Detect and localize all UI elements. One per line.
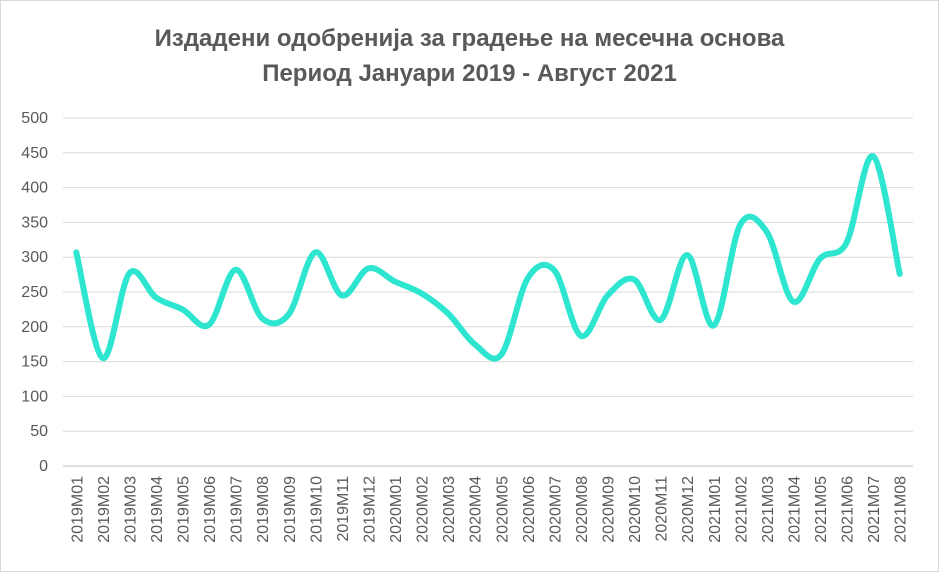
x-tick-label: 2019M04 — [149, 476, 166, 543]
series-layer — [73, 153, 903, 362]
x-tick-label: 2019M10 — [308, 476, 325, 543]
x-tick-label: 2019M12 — [361, 476, 378, 543]
y-axis-ticks: 0 50 100 150 200 250 300 350 400 450 500 — [21, 110, 48, 475]
data-point — [100, 355, 106, 361]
x-tick-label: 2021M01 — [707, 476, 724, 543]
data-point — [578, 333, 584, 339]
x-tick-label: 2021M08 — [893, 476, 910, 543]
data-point — [286, 311, 292, 317]
data-point — [897, 271, 903, 277]
data-point — [498, 352, 504, 358]
x-tick-label: 2019M02 — [96, 476, 113, 543]
y-tick-label: 350 — [21, 214, 48, 231]
data-point — [180, 306, 186, 312]
y-tick-label: 300 — [21, 249, 48, 266]
data-point — [73, 249, 79, 255]
y-tick-label: 250 — [21, 284, 48, 301]
x-tick-label: 2021M02 — [733, 476, 750, 543]
data-point — [312, 249, 318, 255]
x-tick-label: 2020M11 — [654, 476, 671, 542]
x-tick-label: 2021M05 — [813, 476, 830, 543]
data-point — [472, 341, 478, 347]
data-point — [844, 240, 850, 246]
x-tick-label: 2019M06 — [202, 476, 219, 543]
x-tick-label: 2019M09 — [282, 476, 299, 543]
data-point — [365, 265, 371, 271]
chart-title: Издадени одобренија за градење на месечн… — [154, 25, 785, 52]
x-tick-label: 2019M11 — [335, 476, 352, 542]
x-tick-label: 2021M07 — [866, 476, 883, 543]
x-tick-label: 2019M05 — [176, 476, 193, 543]
x-tick-label: 2020M08 — [574, 476, 591, 543]
data-point — [419, 290, 425, 296]
data-point — [551, 267, 557, 273]
x-tick-label: 2020M07 — [547, 476, 564, 543]
x-tick-label: 2020M05 — [494, 476, 511, 543]
chart-subtitle: Период Јануари 2019 - Август 2021 — [262, 60, 677, 87]
data-point — [817, 256, 823, 262]
data-point — [339, 292, 345, 298]
data-point — [711, 322, 717, 328]
data-point — [233, 267, 239, 273]
data-point — [737, 221, 743, 227]
data-point — [870, 153, 876, 159]
data-point — [206, 322, 212, 328]
data-point — [445, 311, 451, 317]
x-tick-label: 2020M02 — [415, 476, 432, 543]
data-point — [631, 276, 637, 282]
data-point — [605, 292, 611, 298]
x-tick-label: 2019M07 — [229, 476, 246, 543]
data-point — [658, 317, 664, 323]
data-point — [153, 295, 159, 301]
data-point — [790, 299, 796, 305]
data-point — [684, 252, 690, 258]
y-tick-label: 100 — [21, 388, 48, 405]
x-tick-label: 2021M06 — [840, 476, 857, 543]
data-point — [525, 275, 531, 281]
y-tick-label: 50 — [30, 423, 48, 440]
y-tick-label: 200 — [21, 319, 48, 336]
y-tick-label: 400 — [21, 180, 48, 197]
x-axis-ticks: 2019M01 2019M02 2019M03 2019M04 2019M05 2019M… — [69, 476, 909, 543]
data-point — [126, 270, 132, 276]
x-tick-label: 2020M04 — [468, 476, 485, 543]
y-tick-label: 150 — [21, 354, 48, 371]
x-tick-label: 2021M03 — [760, 476, 777, 543]
data-point — [764, 229, 770, 235]
x-tick-label: 2020M06 — [521, 476, 538, 543]
data-point — [392, 279, 398, 285]
x-tick-label: 2020M03 — [441, 476, 458, 543]
series-line — [73, 153, 903, 362]
data-point — [259, 315, 265, 321]
x-tick-label: 2020M09 — [601, 476, 618, 543]
x-tick-label: 2019M08 — [255, 476, 272, 543]
y-tick-label: 500 — [21, 110, 48, 127]
x-tick-label: 2020M01 — [388, 476, 405, 543]
y-tick-label: 450 — [21, 145, 48, 162]
gridlines — [63, 117, 913, 467]
x-tick-label: 2020M12 — [680, 476, 697, 543]
x-tick-label: 2019M01 — [69, 476, 86, 543]
x-tick-label: 2019M03 — [122, 476, 139, 543]
x-tick-label: 2020M10 — [627, 476, 644, 543]
y-tick-label: 0 — [39, 458, 48, 475]
x-tick-label: 2021M04 — [786, 476, 803, 543]
